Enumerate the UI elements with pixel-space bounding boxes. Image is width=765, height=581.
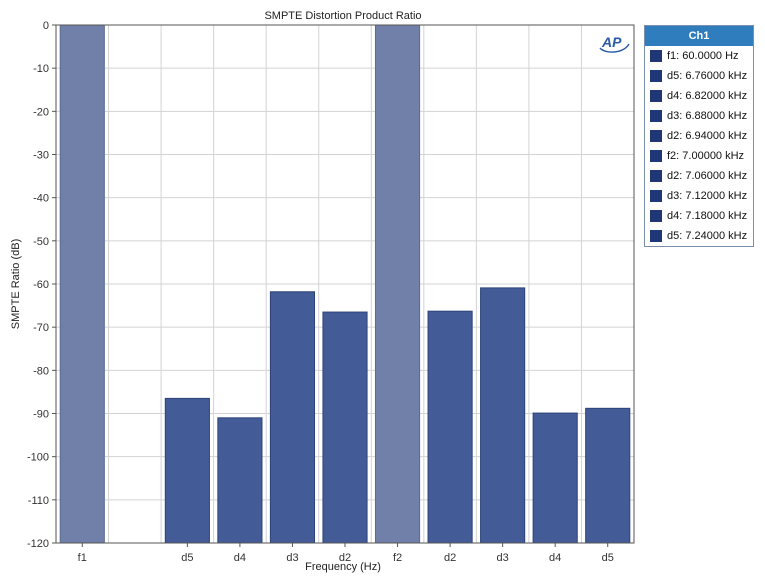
x-axis-title: Frequency (Hz) (305, 561, 381, 573)
x-tick-label: d2 (444, 552, 456, 564)
x-tick-label: d3 (286, 552, 298, 564)
x-tick-label: d3 (497, 552, 509, 564)
legend-item-label: d4: 7.18000 kHz (667, 210, 748, 222)
legend-item-label: d2: 6.94000 kHz (667, 130, 748, 142)
legend-swatch-icon (650, 230, 662, 242)
x-tick-label: d4 (234, 552, 246, 564)
x-tick-label: f1 (78, 552, 87, 564)
bar-d3 (269, 291, 316, 544)
bar-d5 (585, 407, 631, 544)
y-axis-title: SMPTE Ratio (dB) (10, 239, 22, 329)
legend-swatch-icon (650, 110, 662, 122)
y-tick-label: -70 (33, 322, 49, 334)
y-tick-label: -100 (27, 452, 49, 464)
legend-item-label: d5: 7.24000 kHz (667, 230, 748, 242)
y-tick-label: -110 (28, 495, 49, 507)
bar-d2 (427, 310, 473, 544)
legend-item: d5: 6.76000 kHz (645, 66, 753, 86)
bar-f2 (374, 24, 421, 544)
legend-swatch-icon (650, 210, 662, 222)
plot-border (55, 24, 635, 544)
y-tick-label: -50 (33, 236, 49, 248)
y-tick-label: -30 (33, 150, 49, 162)
bars (59, 24, 631, 544)
y-tick-label: -10 (33, 63, 49, 75)
y-tick-label: -120 (27, 538, 49, 550)
ap-logo-text: AP (601, 34, 622, 50)
legend-item-label: d5: 6.76000 kHz (667, 70, 748, 82)
legend-item-label: d4: 6.82000 kHz (667, 90, 748, 102)
chart-title: SMPTE Distortion Product Ratio (264, 10, 421, 22)
legend-swatch-icon (650, 150, 662, 162)
bar-d4 (217, 417, 263, 544)
y-tick-label: -40 (33, 193, 49, 205)
x-tick-label: d5 (181, 552, 193, 564)
legend: Ch1 f1: 60.0000 Hz d5: 6.76000 kHz d4: 6.8… (644, 25, 754, 247)
legend-header: Ch1 (645, 26, 753, 46)
bar-d5 (164, 397, 210, 544)
legend-swatch-icon (650, 170, 662, 182)
legend-item: d3: 6.88000 kHz (645, 106, 753, 126)
legend-item: d3: 7.12000 kHz (645, 186, 753, 206)
y-tick-label: -60 (33, 279, 49, 291)
legend-swatch-icon (650, 130, 662, 142)
legend-item-label: d3: 7.12000 kHz (667, 190, 748, 202)
y-tick-label: -80 (33, 365, 49, 377)
axes: 0 -10 -20 -30 -40 -50 -60 -70 -80 -90 -100 -110 -120… (27, 20, 635, 564)
legend-items: f1: 60.0000 Hz d5: 6.76000 kHz d4: 6.82000… (645, 46, 753, 246)
legend-swatch-icon (650, 50, 662, 62)
x-tick-label: d4 (549, 552, 561, 564)
legend-item: d4: 7.18000 kHz (645, 206, 753, 226)
y-tick-label: -90 (33, 409, 49, 421)
legend-item: d2: 7.06000 kHz (645, 166, 753, 186)
legend-item-label: f2: 7.00000 kHz (667, 150, 745, 162)
legend-swatch-icon (650, 70, 662, 82)
legend-item: d4: 6.82000 kHz (645, 86, 753, 106)
y-tick-label: -20 (33, 106, 49, 118)
legend-item: f1: 60.0000 Hz (645, 46, 753, 66)
x-tick-label: f2 (393, 552, 402, 564)
legend-swatch-icon (650, 190, 662, 202)
bar-d2 (322, 311, 368, 544)
legend-item-label: d3: 6.88000 kHz (667, 110, 748, 122)
x-tick-label: d2 (339, 552, 351, 564)
bar-f1 (59, 24, 105, 544)
legend-item: f2: 7.00000 kHz (645, 146, 753, 166)
legend-item-label: d2: 7.06000 kHz (667, 170, 748, 182)
legend-item: d5: 7.24000 kHz (645, 226, 753, 246)
legend-swatch-icon (650, 90, 662, 102)
x-tick-label: d5 (602, 552, 614, 564)
bar-d3 (480, 287, 526, 544)
ap-logo-icon: AP (599, 34, 630, 53)
legend-item-label: f1: 60.0000 Hz (667, 50, 739, 62)
y-tick-label: 0 (43, 20, 49, 32)
legend-item: d2: 6.94000 kHz (645, 126, 753, 146)
bar-d4 (532, 412, 578, 544)
